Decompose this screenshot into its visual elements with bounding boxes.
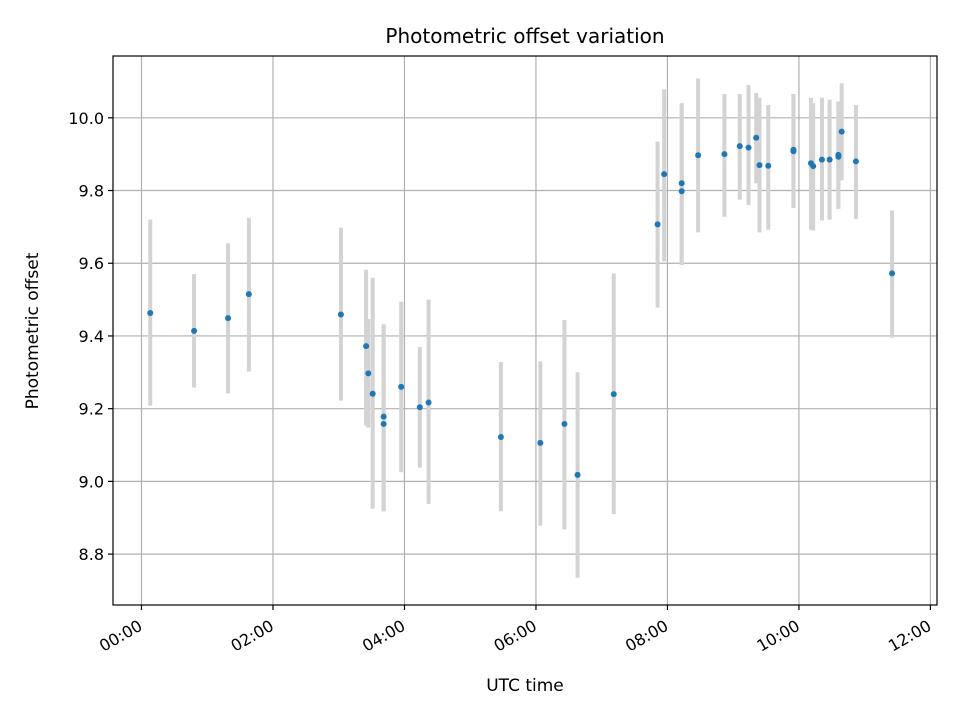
data-point: [369, 390, 376, 397]
data-points: [147, 128, 896, 478]
data-point: [574, 471, 581, 478]
data-point: [721, 151, 728, 158]
data-point: [826, 156, 833, 163]
chart-title: Photometric offset variation: [385, 24, 664, 48]
data-point: [191, 327, 198, 334]
data-point: [561, 420, 568, 427]
data-point: [678, 180, 685, 187]
x-axis-label: UTC time: [486, 676, 564, 696]
grid: [113, 56, 937, 605]
y-tick-label: 9.8: [79, 182, 104, 201]
data-point: [365, 370, 372, 377]
data-point: [678, 188, 685, 195]
data-point: [380, 420, 387, 427]
y-tick-label: 9.6: [79, 254, 104, 273]
y-tick-label: 9.0: [79, 472, 104, 491]
y-tick-label: 9.2: [79, 400, 104, 419]
data-point: [852, 158, 859, 165]
data-point: [537, 439, 544, 446]
data-point: [337, 311, 344, 318]
data-point: [416, 404, 423, 411]
data-point: [889, 270, 896, 277]
y-tick-label: 10.0: [68, 109, 104, 128]
data-point: [790, 148, 797, 155]
data-point: [245, 291, 252, 298]
data-point: [661, 171, 668, 178]
data-point: [654, 221, 661, 228]
data-point: [398, 383, 405, 390]
data-point: [765, 162, 772, 169]
data-point: [147, 310, 154, 317]
data-point: [753, 134, 760, 141]
y-axis: 8.8 9.0 9.2 9.4 9.6 9.8 10.0: [68, 109, 113, 564]
plot-frame: [112, 55, 938, 606]
data-point: [818, 156, 825, 163]
data-point: [810, 163, 817, 170]
data-point: [497, 434, 504, 441]
y-tick-label: 9.4: [79, 327, 104, 346]
data-point: [695, 152, 702, 159]
data-point: [610, 391, 617, 398]
data-point: [835, 153, 842, 160]
y-tick-label: 8.8: [79, 545, 104, 564]
data-point: [838, 128, 845, 135]
data-point: [380, 413, 387, 420]
data-point: [425, 399, 432, 406]
y-axis-label: Photometric offset: [23, 252, 43, 409]
data-point: [363, 343, 370, 350]
data-point: [225, 315, 232, 322]
data-point: [745, 144, 752, 151]
data-point: [756, 162, 763, 169]
data-point: [736, 143, 743, 150]
